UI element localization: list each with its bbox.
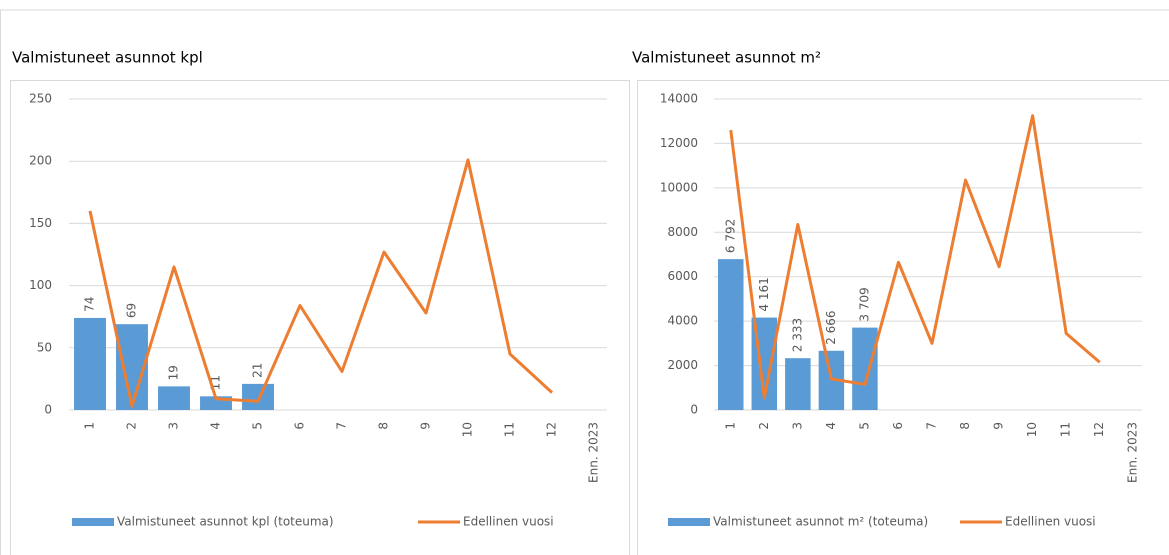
- x-tick-label: 11: [503, 422, 517, 437]
- data-label: 3 709: [857, 287, 871, 321]
- y-tick-label: 8000: [667, 225, 698, 239]
- bar: [785, 358, 811, 410]
- y-tick-label: 2000: [667, 358, 698, 372]
- chart-panel: [10, 80, 630, 555]
- x-tick-label: 2: [125, 422, 139, 430]
- bar: [718, 259, 744, 410]
- legend-label: Valmistuneet asunnot kpl (toteuma): [117, 515, 334, 529]
- data-label: 4 161: [757, 277, 771, 311]
- bar: [74, 317, 106, 410]
- x-tick-label: 7: [925, 422, 939, 430]
- y-tick-label: 50: [37, 340, 52, 354]
- x-tick-label: 9: [419, 422, 433, 430]
- x-tick-label: 3: [790, 422, 804, 430]
- x-tick-label: 8: [377, 422, 391, 430]
- legend-swatch: [72, 518, 114, 526]
- x-tick-label: 12: [545, 422, 559, 437]
- data-label: 6 792: [723, 219, 737, 253]
- x-tick-label: 4: [824, 422, 838, 430]
- data-label: 2 666: [824, 310, 838, 344]
- legend-label: Edellinen vuosi: [463, 515, 554, 529]
- x-tick-label: 9: [992, 422, 1006, 430]
- x-tick-label: 5: [857, 422, 871, 430]
- x-tick-label: 8: [958, 422, 972, 430]
- x-tick-label: Enn. 2023: [587, 422, 601, 483]
- chart-title: Valmistuneet asunnot kpl: [12, 49, 203, 67]
- bar: [242, 383, 274, 410]
- legend-swatch: [668, 518, 710, 526]
- y-tick-label: 10000: [660, 180, 698, 194]
- y-tick-label: 200: [29, 154, 52, 168]
- y-tick-label: 6000: [667, 269, 698, 283]
- y-tick-label: 4000: [667, 314, 698, 328]
- y-tick-label: 250: [29, 92, 52, 106]
- line: [88, 158, 554, 408]
- bar: [158, 386, 190, 410]
- y-tick-label: 0: [690, 403, 698, 417]
- x-tick-label: 12: [1092, 422, 1106, 437]
- y-tick-label: 14000: [660, 92, 698, 106]
- x-tick-label: 10: [461, 422, 475, 437]
- x-tick-label: 2: [757, 422, 771, 430]
- x-tick-label: Enn. 2023: [1126, 422, 1140, 483]
- x-tick-label: 7: [335, 422, 349, 430]
- x-tick-label: 6: [293, 422, 307, 430]
- x-tick-label: 10: [1025, 422, 1039, 437]
- data-label: 2 333: [790, 318, 804, 352]
- line: [729, 114, 1101, 400]
- y-tick-label: 100: [29, 278, 52, 292]
- y-tick-label: 150: [29, 216, 52, 230]
- x-tick-label: 5: [251, 422, 265, 430]
- data-label: 21: [251, 363, 265, 378]
- y-tick-label: 0: [44, 403, 52, 417]
- legend-label: Valmistuneet asunnot m² (toteuma): [713, 515, 928, 529]
- x-tick-label: 11: [1059, 422, 1073, 437]
- x-tick-label: 3: [167, 422, 181, 430]
- x-tick-label: 1: [83, 422, 97, 430]
- data-label: 69: [125, 303, 139, 318]
- x-tick-label: 6: [891, 422, 905, 430]
- chart-title: Valmistuneet asunnot m²: [632, 49, 821, 67]
- legend-label: Edellinen vuosi: [1005, 515, 1096, 529]
- bar: [852, 327, 878, 410]
- chart-panel: [637, 80, 1169, 555]
- data-label: 74: [83, 297, 97, 312]
- x-tick-label: 4: [209, 422, 223, 430]
- x-tick-label: 1: [723, 422, 737, 430]
- y-tick-label: 12000: [660, 136, 698, 150]
- data-label: 19: [167, 365, 181, 380]
